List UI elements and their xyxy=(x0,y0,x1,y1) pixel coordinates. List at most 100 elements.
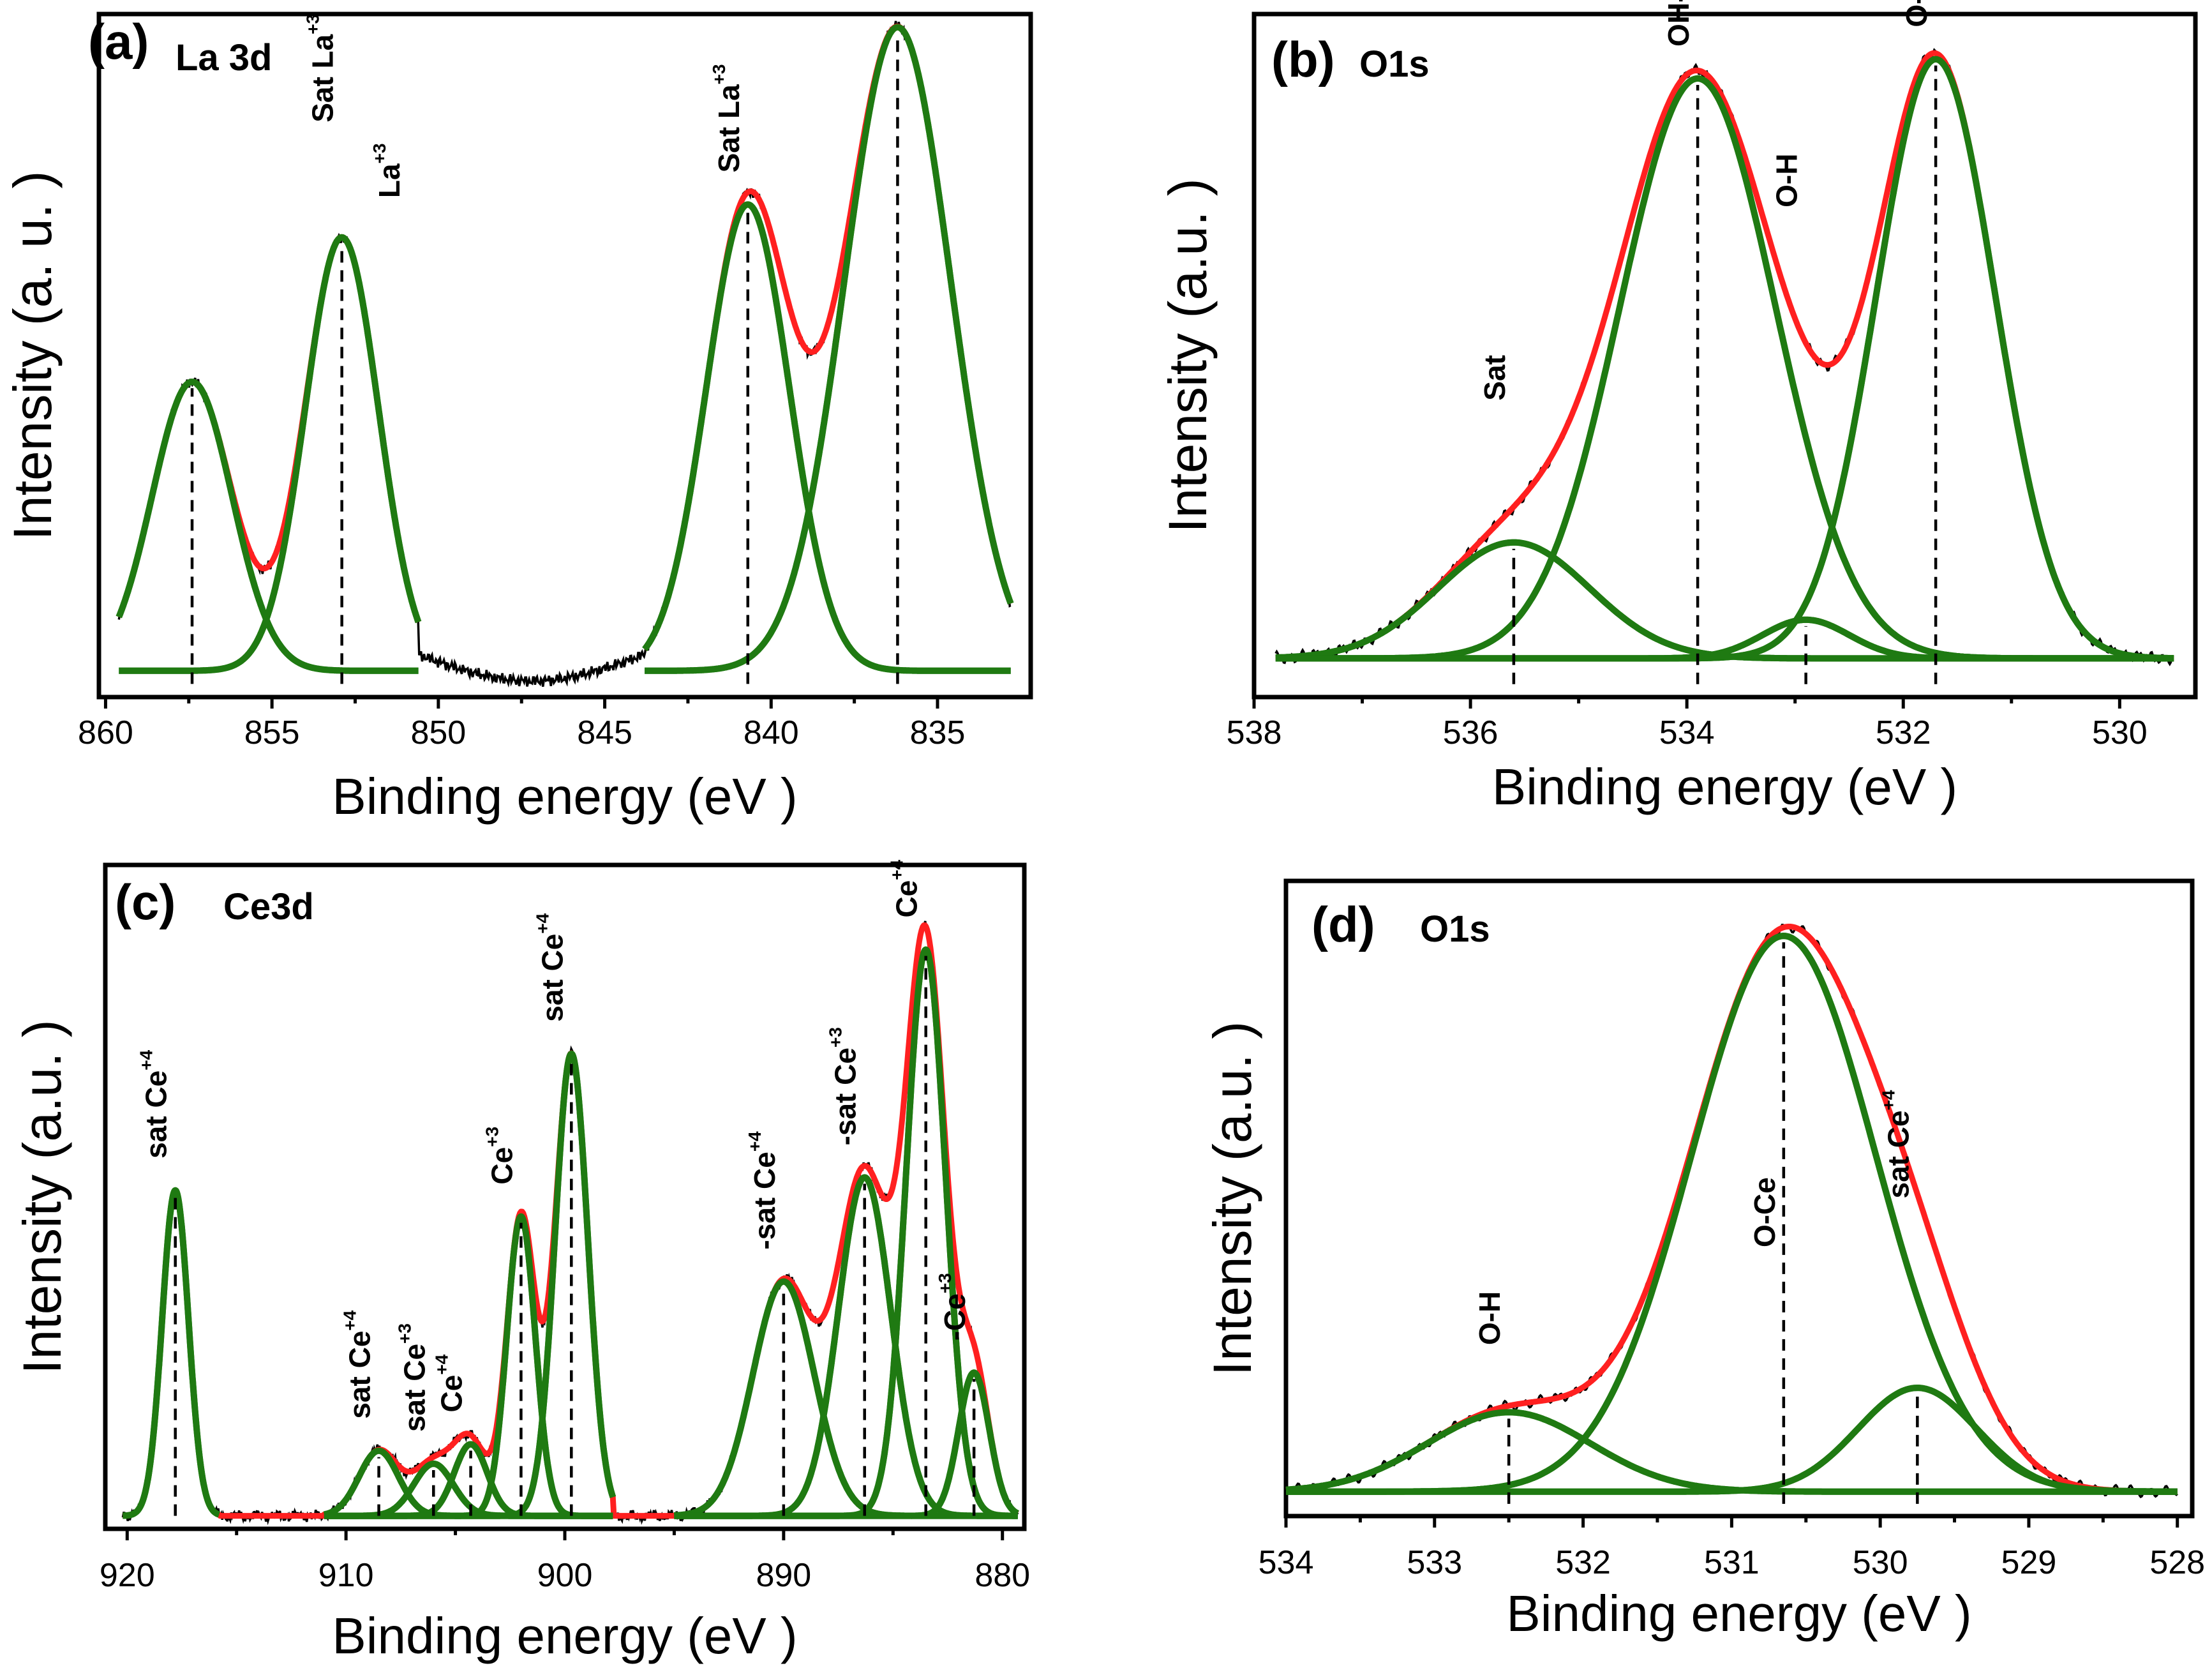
panel-a-peak-label: Sat La+3 xyxy=(709,64,745,172)
panel-d-peak-label-text: O-H xyxy=(1473,1291,1506,1345)
panel-d-component-overlay-3 xyxy=(1284,1385,2179,1495)
panel-b-ylabel: Intensity (a.u. ) xyxy=(1158,178,1218,533)
panel-c-peak-label-sup: +4 xyxy=(532,913,552,933)
panel-b-component-1 xyxy=(1274,539,2176,662)
panel-c-component-overlay-3 xyxy=(321,1461,616,1519)
panel-b-o1s: 538 536 534 532 530 Binding energy (eV ) Inten… xyxy=(1158,0,2198,815)
panel-b-xtick-label: 530 xyxy=(2092,714,2148,751)
panel-c-peak-label-text: -Ce xyxy=(938,1293,971,1341)
panel-d-peak-label: O-Ce xyxy=(1748,1177,1781,1247)
panel-c-peak-label-sup: +3 xyxy=(935,1273,955,1293)
panel-c-peak-label-sup: +3 xyxy=(826,1027,846,1048)
panel-a-peak-label-text: Sat La xyxy=(306,34,340,122)
panel-d-xtick-label: 532 xyxy=(1555,1544,1611,1581)
panel-c-peak-label-text: -sat Ce xyxy=(829,1048,862,1145)
panel-d-frame xyxy=(1283,878,2195,1519)
panel-b-peak-label: OH-La xyxy=(1662,0,1695,47)
panel-d-xtick-label: 531 xyxy=(1704,1544,1760,1581)
panel-d-peak-label: O-H xyxy=(1473,1291,1506,1345)
panel-a-xlabel: Binding energy (eV ) xyxy=(332,768,797,825)
panel-a-peak-label-sup: +3 xyxy=(303,14,323,34)
panel-d-component-overlay-2 xyxy=(1284,933,2179,1495)
panel-c-peak-label-text: sat Ce xyxy=(343,1331,377,1419)
panel-b-peak-label: Sat xyxy=(1478,355,1511,401)
panel-b-xtick-label: 532 xyxy=(1876,714,1931,751)
panel-b-component-overlay-2 xyxy=(1274,75,2176,662)
panel-c-ce3d: 920 910 900 890 880 Binding energy (eV ) Inten… xyxy=(12,859,1030,1664)
panel-b-peak-label: O-La xyxy=(1900,0,1933,27)
panel-c-peak-label: Ce+4 xyxy=(887,859,923,917)
panel-d-name: O1s xyxy=(1420,908,1490,950)
panel-c-component-overlay-1 xyxy=(119,1187,222,1519)
panel-c-peak-label-sup: +4 xyxy=(887,859,907,880)
panel-c-peak-label: sat Ce+4 xyxy=(340,1310,377,1418)
panel-a-component-overlay-1 xyxy=(116,379,421,674)
panel-d-xtick-label: 528 xyxy=(2149,1544,2205,1581)
panel-a-component-overlay-2 xyxy=(116,234,422,674)
panel-a-peak-label-sup: +3 xyxy=(709,64,729,84)
panel-b-component-2 xyxy=(1274,75,2176,662)
panel-c-peak-label-text: -sat Ce xyxy=(748,1152,781,1249)
panel-b-frame xyxy=(1252,11,2198,700)
panel-b-fit-envelope xyxy=(1274,50,2176,661)
panel-a-component-overlay-4 xyxy=(642,24,1014,674)
panel-c-peak-label-sup: +4 xyxy=(137,1049,156,1070)
panel-c-peak-label-text: Ce xyxy=(485,1147,518,1185)
panel-d-peak-label-text: O-Ce xyxy=(1748,1177,1781,1247)
panel-c-peak-label-text: Ce xyxy=(435,1375,468,1413)
panel-c-ylabel: Intensity (a.u. ) xyxy=(12,1019,72,1374)
panel-b-tag: (b) xyxy=(1271,31,1335,87)
panel-c-peak-label-sup: +4 xyxy=(340,1310,360,1330)
panel-d-component-3 xyxy=(1284,1385,2179,1495)
panel-d-xtick-label: 529 xyxy=(2001,1544,2057,1581)
panel-d-o1s: 534 533 532 531 530 529 528 Binding energy (eV … xyxy=(1202,878,2205,1642)
panel-a-peak-label-text: La xyxy=(373,163,406,198)
panel-d-peak-label: sat Ce+4 xyxy=(1878,1090,1915,1198)
panel-c-peak-label-sup: +4 xyxy=(745,1131,765,1152)
panel-b-xlabel: Binding energy (eV ) xyxy=(1492,758,1957,815)
panel-a-fit-envelope xyxy=(116,234,421,624)
panel-c-peak-label-text: sat Ce xyxy=(398,1344,431,1432)
panel-b-raw-spectrum xyxy=(1274,48,2174,666)
panel-a-component-4 xyxy=(642,24,1014,674)
panel-c-peak-label-text: sat Ce xyxy=(140,1071,173,1159)
panel-c-peak-label-text: Ce xyxy=(890,880,923,918)
panel-a-peak-label-text: Sat La xyxy=(712,84,745,172)
panel-d-peak-label-text: sat Ce xyxy=(1881,1110,1915,1198)
panel-c-xtick-label: 920 xyxy=(100,1557,155,1594)
panel-a-tag: (a) xyxy=(88,13,149,70)
panel-b-peak-label-text: O-La xyxy=(1900,0,1933,27)
panel-a-peak-label-sup: +3 xyxy=(370,143,389,163)
panel-c-peak-label: -sat Ce+3 xyxy=(826,1027,862,1145)
panel-b-component-4 xyxy=(1274,56,2176,662)
panel-d-peak-label-sup: +4 xyxy=(1878,1090,1898,1110)
panel-c-xtick-label: 910 xyxy=(318,1557,374,1594)
panel-c-peak-label: Ce+3 xyxy=(482,1127,518,1185)
panel-b-name: O1s xyxy=(1359,43,1430,85)
panel-c-peak-label: Ce+4 xyxy=(432,1354,468,1412)
panel-a-peak-label: Sat La+3 xyxy=(303,14,340,123)
panel-b-peak-label-text: OH-La xyxy=(1662,0,1695,47)
panel-c-tag: (c) xyxy=(115,874,176,930)
panel-b-component-overlay-1 xyxy=(1274,539,2176,662)
panel-c-peak-label-text: sat Ce xyxy=(535,934,569,1022)
panel-c-component-overlay-6 xyxy=(321,1050,617,1519)
panel-b-peak-label-text: Sat xyxy=(1478,355,1511,401)
panel-b-component-overlay-4 xyxy=(1274,56,2176,662)
panel-c-peak-label-sup: +3 xyxy=(394,1323,414,1344)
panel-a-ylabel: Intensity (a. u. ) xyxy=(3,171,63,541)
panel-a-xtick-label: 835 xyxy=(910,714,966,751)
panel-d-xlabel: Binding energy (eV ) xyxy=(1506,1585,1971,1642)
panel-b-peak-label-text: O-H xyxy=(1770,154,1804,207)
panel-c-peak-label: -sat Ce+4 xyxy=(745,1131,781,1250)
panel-a-xtick-label: 840 xyxy=(744,714,799,751)
panel-a-la3d: 860 855 850 845 840 835 Binding energy (eV ) In… xyxy=(3,11,1033,825)
panel-c-peak-label-sup: +3 xyxy=(482,1127,502,1147)
panel-c-peak-label: sat Ce+4 xyxy=(137,1049,173,1158)
panel-d-ylabel: Intensity (a.u. ) xyxy=(1202,1021,1262,1376)
panel-b-xtick-label: 538 xyxy=(1227,714,1282,751)
panel-c-xlabel: Binding energy (eV ) xyxy=(332,1607,797,1664)
panel-c-peak-label: sat Ce+3 xyxy=(394,1323,431,1432)
panel-a-component-overlay-3 xyxy=(642,201,1013,674)
panel-d-xtick-label: 534 xyxy=(1259,1544,1314,1581)
